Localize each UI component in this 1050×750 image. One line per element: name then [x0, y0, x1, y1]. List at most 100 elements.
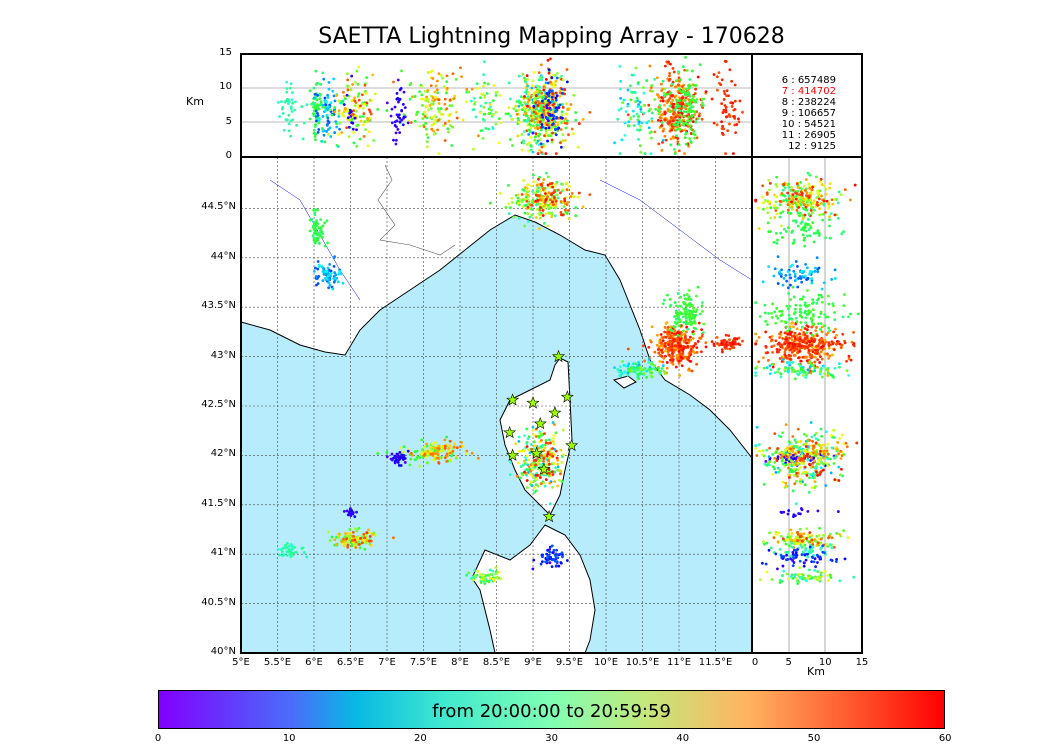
lightning-source-point	[495, 575, 499, 579]
lightning-source-point	[368, 130, 371, 134]
lightning-source-point	[781, 188, 785, 192]
lightning-source-point	[529, 443, 533, 446]
lightning-source-point	[336, 280, 340, 284]
lightning-source-point	[690, 69, 694, 73]
lightning-source-point	[755, 365, 759, 369]
lightning-source-point	[841, 474, 845, 478]
lightning-source-point	[546, 205, 550, 209]
lightning-source-point	[819, 310, 823, 314]
lightning-source-point	[359, 536, 362, 540]
lightning-source-point	[814, 329, 818, 333]
lightning-source-point	[781, 337, 785, 340]
lightning-source-point	[547, 68, 551, 72]
lightning-source-point	[824, 455, 828, 459]
lightning-source-point	[551, 454, 555, 458]
lightning-source-point	[818, 361, 822, 364]
lightning-source-point	[643, 152, 647, 155]
lightning-source-point	[818, 526, 821, 530]
lightning-source-point	[482, 106, 486, 109]
lightning-source-point	[319, 100, 323, 104]
lightning-source-point	[675, 134, 678, 138]
lightning-source-point	[616, 368, 620, 371]
lightning-source-point	[841, 315, 845, 319]
lightning-source-point	[823, 313, 826, 317]
lightning-source-point	[450, 104, 454, 108]
lightning-source-point	[488, 576, 492, 580]
lightning-source-point	[552, 548, 556, 552]
lightning-source-point	[408, 97, 412, 101]
lightning-source-point	[724, 115, 728, 119]
lightning-source-point	[483, 81, 486, 85]
lightning-source-point	[820, 357, 824, 361]
lightning-source-point	[723, 92, 727, 96]
lightning-source-point	[802, 532, 806, 536]
lightning-source-point	[814, 437, 818, 441]
lightning-source-point	[682, 300, 685, 304]
lightning-source-point	[333, 106, 337, 109]
lightning-source-point	[679, 89, 683, 93]
lightning-source-point	[821, 443, 825, 447]
lightning-source-point	[673, 152, 677, 155]
lightning-source-point	[498, 117, 501, 121]
lightning-source-point	[659, 341, 663, 345]
lightning-source-point	[365, 76, 369, 79]
lightning-source-point	[810, 205, 813, 209]
lightning-source-point	[754, 342, 758, 346]
lightning-source-point	[551, 440, 555, 443]
lightning-source-point	[724, 152, 727, 155]
lightning-source-point	[541, 188, 545, 192]
lightning-source-point	[790, 334, 794, 338]
lightning-source-point	[787, 533, 791, 536]
lightning-source-point	[549, 57, 552, 61]
lightning-source-point	[525, 129, 529, 133]
lightning-source-point	[556, 188, 560, 192]
lightning-source-point	[808, 462, 811, 466]
lightning-source-point	[436, 91, 440, 95]
lightning-source-point	[789, 535, 793, 539]
lightning-source-point	[797, 203, 800, 207]
lightning-source-point	[538, 227, 541, 231]
lightning-source-point	[792, 463, 796, 467]
lightning-source-point	[546, 183, 550, 187]
lightning-source-point	[721, 111, 725, 114]
lightning-source-point	[521, 139, 525, 143]
lightning-source-point	[442, 124, 445, 128]
lightning-source-point	[783, 331, 787, 335]
lightning-source-point	[538, 431, 542, 435]
lightning-source-point	[660, 96, 663, 99]
lightning-source-point	[535, 183, 539, 187]
lightning-source-point	[808, 531, 812, 534]
lightning-source-point	[655, 333, 659, 337]
lightning-source-point	[774, 209, 778, 212]
lightning-source-point	[812, 240, 816, 244]
lightning-source-point	[796, 532, 800, 536]
lightning-source-point	[669, 91, 673, 95]
lightning-source-point	[764, 344, 768, 348]
lightning-source-point	[771, 302, 775, 306]
lightning-source-point	[815, 196, 819, 200]
lightning-source-point	[355, 128, 358, 132]
lightning-source-point	[323, 221, 327, 225]
lightning-source-point	[818, 372, 822, 376]
lightning-source-point	[316, 94, 320, 97]
lightning-source-point	[430, 116, 434, 120]
lightning-source-point	[779, 275, 783, 278]
lightning-source-point	[552, 437, 555, 440]
lightning-source-point	[717, 71, 721, 75]
lightning-source-point	[532, 99, 536, 102]
lightning-source-point	[554, 79, 558, 83]
lightning-source-point	[662, 357, 666, 360]
lightning-source-point	[803, 543, 807, 547]
lightning-source-point	[539, 63, 543, 67]
lightning-source-point	[451, 125, 454, 129]
lightning-source-point	[785, 325, 788, 329]
lightning-source-point	[761, 280, 765, 284]
lightning-source-point	[536, 139, 540, 143]
lightning-source-point	[683, 114, 686, 118]
lightning-source-point	[830, 546, 834, 550]
lightning-source-point	[825, 449, 829, 453]
lightning-source-point	[693, 133, 697, 137]
lightning-source-point	[373, 534, 377, 537]
lightning-source-point	[837, 465, 841, 469]
lightning-source-point	[661, 138, 665, 142]
